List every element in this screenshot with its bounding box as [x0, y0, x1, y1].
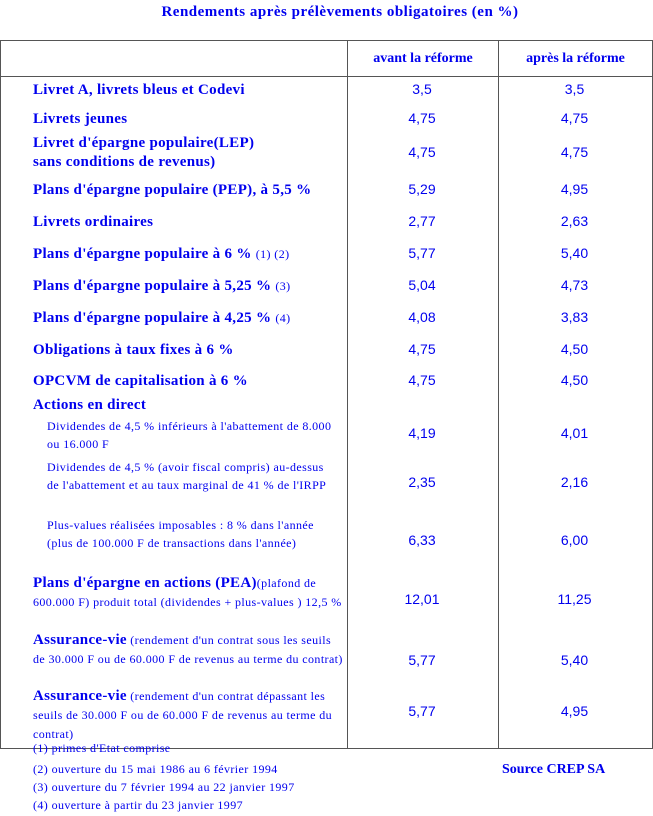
footnote-ref: (4) [275, 311, 291, 325]
value-before: 12,01 [404, 591, 440, 607]
footnote-ref: (3) [275, 279, 291, 293]
row-label: Assurance-vie (rendement d'un contrat dé… [33, 688, 333, 741]
value-before: 4,75 [408, 144, 436, 160]
row-label: Obligations à taux fixes à 6 % [33, 342, 234, 358]
row-label: Dividendes de 4,5 % (avoir fiscal compri… [47, 460, 327, 492]
row-label: Plans d'épargne populaire à 6 % (1) (2) [33, 246, 290, 262]
value-before: 5,77 [408, 703, 436, 719]
row-label: Plans d'épargne en actions (PEA)(plafond… [33, 575, 342, 609]
value-before: 4,75 [408, 341, 436, 357]
value-before: 5,77 [408, 245, 436, 261]
value-after: 4,50 [560, 341, 589, 357]
row-label: Livret d'épargne populaire(LEP) sans cond… [33, 135, 255, 170]
header-divider [1, 76, 652, 77]
page-title: Rendements après prélèvements obligatoir… [161, 4, 519, 20]
row-label: Plans d'épargne populaire (PEP), à 5,5 % [33, 182, 312, 198]
value-before: 6,33 [408, 532, 436, 548]
row-detail: (rendement d'un contrat dépassant les se… [33, 689, 333, 741]
value-after: 4,50 [560, 372, 589, 388]
footnote: (3) ouverture du 7 février 1994 au 22 ja… [33, 780, 295, 794]
value-after: 4,01 [560, 425, 589, 441]
value-after: 4,75 [560, 144, 589, 160]
footnote: (2) ouverture du 15 mai 1986 au 6 févrie… [33, 762, 278, 776]
value-before: 2,77 [408, 213, 436, 229]
value-after: 4,95 [560, 181, 589, 197]
value-after: 4,95 [560, 703, 589, 719]
value-after: 6,00 [560, 532, 589, 548]
value-before: 4,08 [408, 309, 436, 325]
value-after: 5,40 [560, 652, 589, 668]
value-before: 5,29 [408, 181, 436, 197]
row-label: Plans d'épargne populaire à 4,25 % (4) [33, 310, 291, 326]
source-note: Source CREP SA [502, 762, 606, 777]
column-divider [498, 41, 499, 748]
value-before: 4,75 [408, 110, 436, 126]
value-before: 2,35 [408, 474, 436, 490]
value-before: 5,04 [408, 277, 436, 293]
row-label: Plans d'épargne populaire à 5,25 % (3) [33, 278, 291, 294]
column-divider [347, 41, 348, 748]
value-after: 3,5 [564, 81, 585, 97]
header-after: après la réforme [526, 51, 625, 66]
value-after: 3,83 [560, 309, 589, 325]
value-after: 4,75 [560, 110, 589, 126]
footnote: (4) ouverture à partir du 23 janvier 199… [33, 798, 243, 812]
row-label: Livrets jeunes [33, 111, 128, 127]
header-before: avant la réforme [373, 51, 473, 66]
value-before: 5,77 [408, 652, 436, 668]
value-before: 4,75 [408, 372, 436, 388]
value-before: 3,5 [412, 81, 432, 97]
value-after: 11,25 [557, 591, 592, 607]
row-detail: (plafond de 600.000 F) produit total (di… [33, 576, 342, 609]
footnote-ref: (1) (2) [255, 247, 290, 261]
value-after: 4,73 [560, 277, 589, 293]
row-label: Actions en direct [33, 397, 147, 413]
row-label: Livret A, livrets bleus et Codevi [33, 82, 245, 98]
value-after: 2,63 [560, 213, 589, 229]
row-label: Assurance-vie (rendement d'un contrat so… [33, 632, 343, 666]
row-label: Livrets ordinaires [33, 214, 154, 230]
value-before: 4,19 [408, 425, 436, 441]
value-after: 2,16 [560, 474, 589, 490]
row-detail: (rendement d'un contrat sous les seuils … [33, 633, 343, 666]
row-label: Plus-values réalisées imposables : 8 % d… [47, 518, 314, 550]
row-label: OPCVM de capitalisation à 6 % [33, 373, 248, 389]
value-after: 5,40 [560, 245, 589, 261]
row-label: Dividendes de 4,5 % inférieurs à l'abatt… [47, 419, 332, 451]
footnote: (1) primes d'Etat comprise [33, 741, 171, 755]
